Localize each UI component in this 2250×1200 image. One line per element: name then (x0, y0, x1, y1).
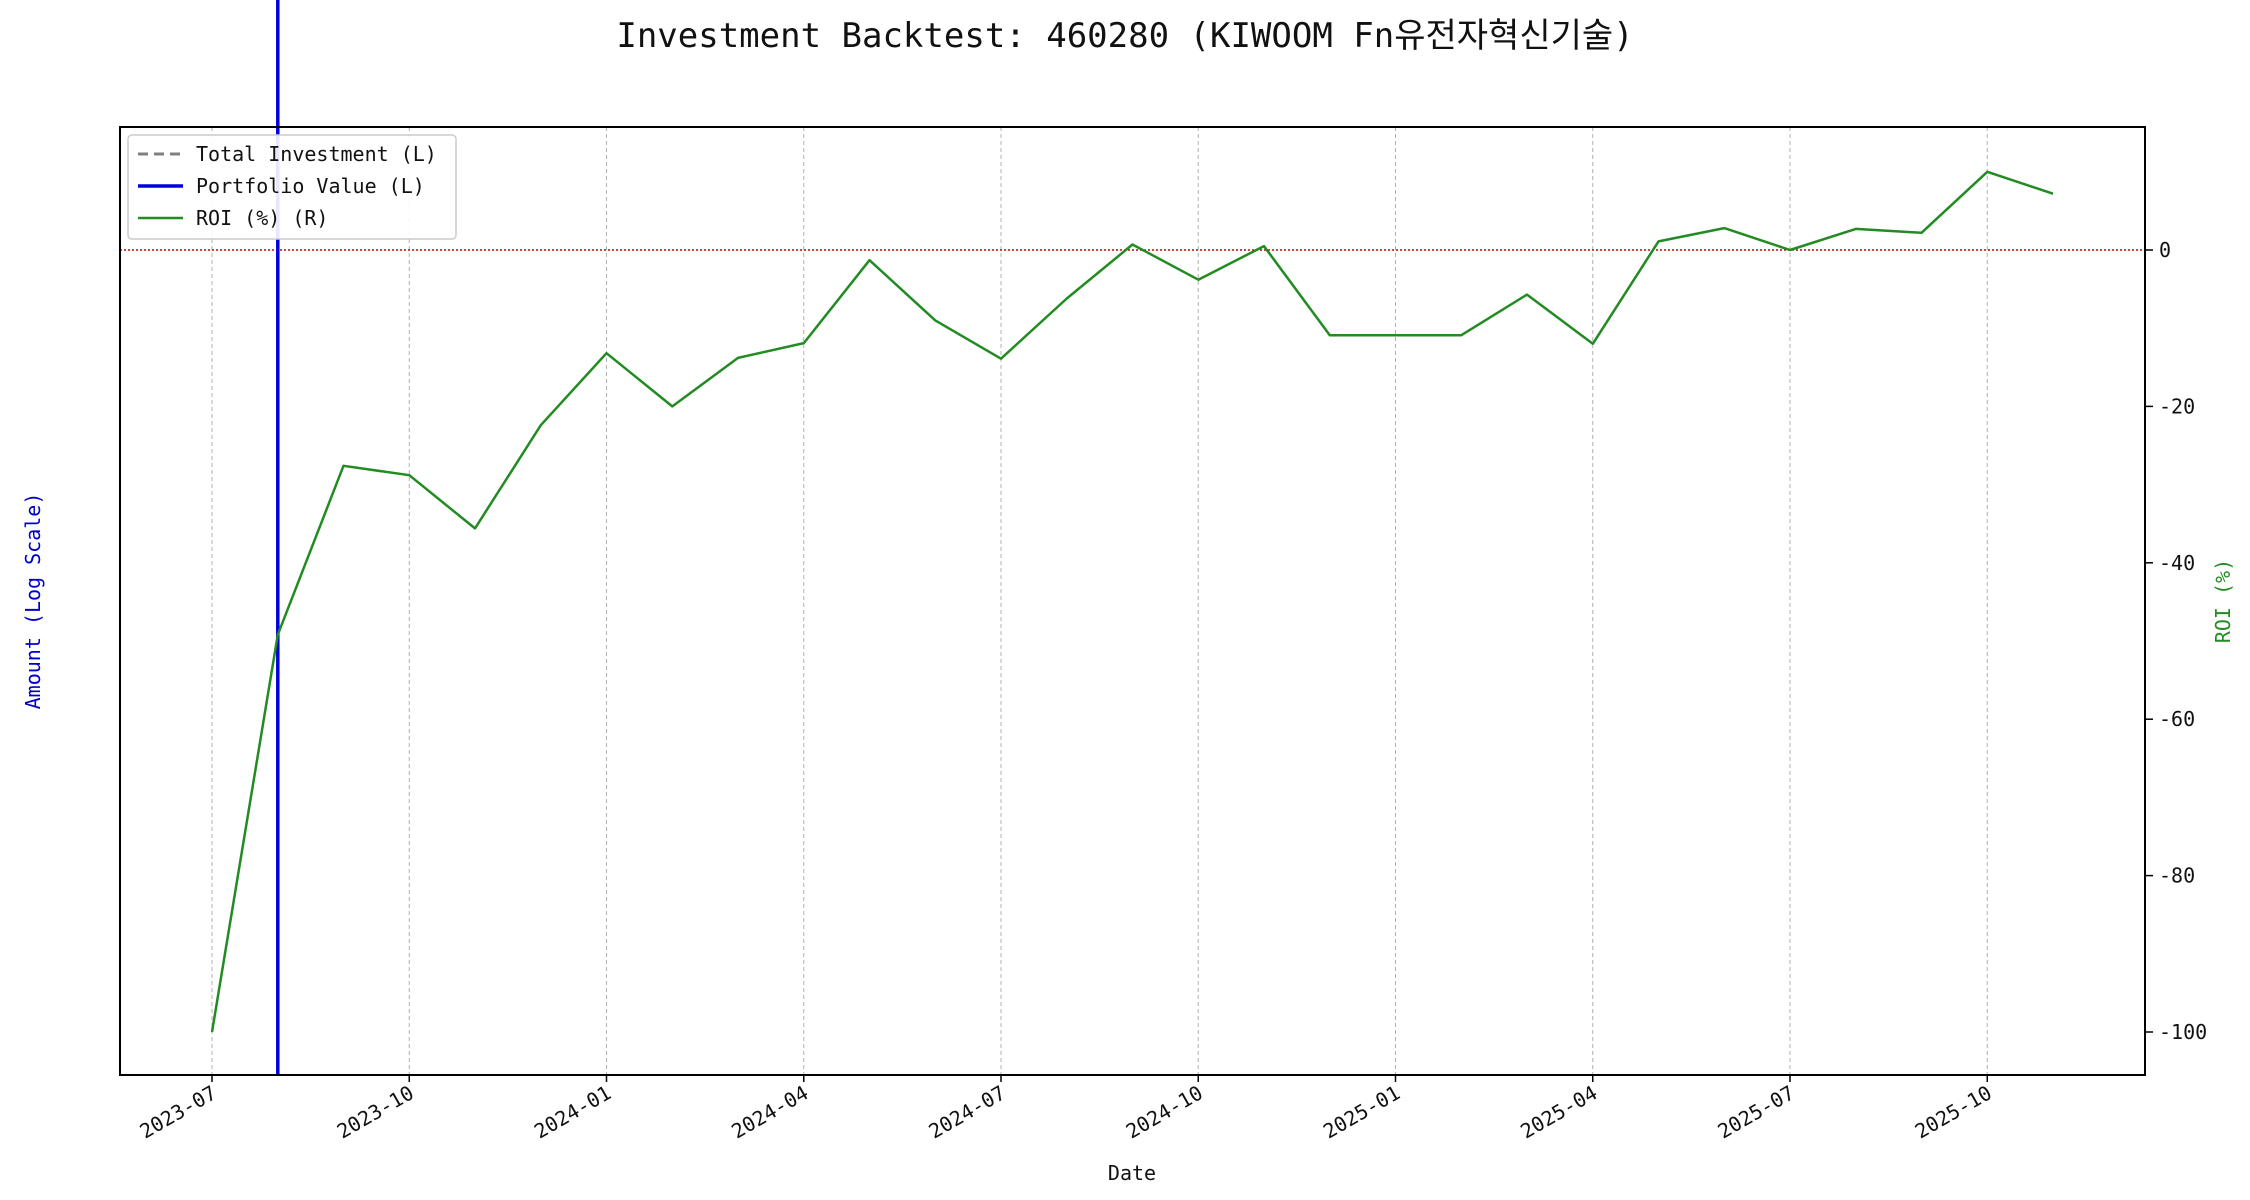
right-y-axis: -100 -80 -60 -40 -20 0 (2145, 238, 2207, 1044)
x-tick-label: 2024-07 (924, 1081, 1009, 1144)
x-tick-label: 2025-01 (1319, 1081, 1404, 1144)
legend-box (127, 134, 457, 240)
series-line-1 (276, 0, 280, 1075)
right-y-tick-label: -20 (2159, 394, 2195, 418)
x-tick-label: 2024-10 (1122, 1081, 1207, 1144)
chart-title: Investment Backtest: 460280 (KIWOOM Fn유전… (616, 16, 1633, 56)
x-axis-label: Date (1108, 1161, 1156, 1185)
legend: Total Investment (L) Portfolio Value (L) R… (127, 134, 457, 240)
legend-label: Total Investment (L) (196, 142, 437, 166)
right-y-tick-label: -100 (2159, 1020, 2207, 1044)
grid (211, 127, 1988, 1075)
x-tick-label: 2025-10 (1911, 1081, 1996, 1144)
x-tick-label: 2024-04 (727, 1081, 812, 1144)
x-axis: 2023-07 2023-10 2024-01 2024-04 2024-07 2024-… (135, 1075, 1996, 1144)
series-line-2 (210, 170, 2054, 1033)
right-y-axis-label: ROI (%) (2211, 559, 2235, 643)
right-y-tick-label: -80 (2159, 864, 2195, 888)
x-tick-label: 2023-07 (135, 1081, 220, 1144)
x-tick-label: 2025-07 (1713, 1081, 1798, 1144)
right-y-tick-label: -40 (2159, 551, 2195, 575)
plot-frame (119, 126, 2146, 1076)
right-y-tick-label: -60 (2159, 707, 2195, 731)
x-tick-label: 2025-04 (1516, 1081, 1601, 1144)
legend-label: Portfolio Value (L) (196, 174, 425, 198)
legend-label: ROI (%) (R) (196, 206, 328, 230)
x-tick-label: 2023-10 (333, 1081, 418, 1144)
x-tick-label: 2024-01 (530, 1081, 615, 1144)
left-y-axis-label: Amount (Log Scale) (21, 493, 45, 710)
series-layer (210, 0, 2054, 1075)
right-y-tick-label: 0 (2159, 238, 2171, 262)
